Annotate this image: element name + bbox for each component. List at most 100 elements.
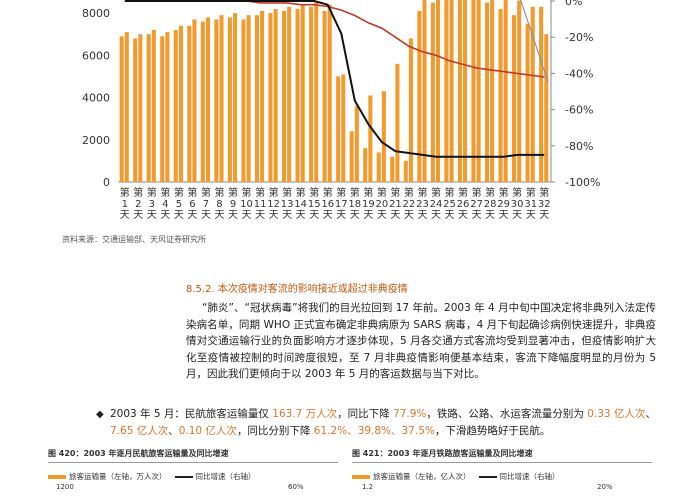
bullet-text: ，下滑趋势略好于民航。 [434, 425, 551, 437]
bar [449, 0, 454, 183]
legend-bar: 旅客运输量（左轴，亿人次） [352, 471, 471, 482]
legend-bar-label: 旅客运输量（左轴，亿人次） [373, 472, 471, 481]
figure-axes: 1.2 20% [352, 483, 652, 503]
figure-title: 图 421：2003 年逐月铁路旅客运输量及同比增速 [352, 448, 652, 463]
bar [227, 17, 232, 183]
x-tick-label: 第 11 天 [254, 186, 267, 221]
bar [422, 0, 427, 182]
bar [390, 156, 395, 182]
bullet-value: 0.33 亿人次 [587, 408, 646, 420]
chart-svg: 0 2000 4000 6000 8000 0% -20% -40% -60% -80% -100%… [82, 0, 600, 221]
bar [295, 8, 300, 183]
bar [214, 19, 219, 183]
bar [173, 30, 178, 182]
bar [287, 6, 292, 183]
bar [187, 25, 192, 183]
body-paragraph: “肺炎”、“冠状病毒”将我们的目光拉回到 17 年前。2003 年 4 月中旬中… [186, 300, 656, 383]
bar [314, 2, 319, 182]
x-tick-label: 第 15 天 [308, 186, 321, 221]
bullet-value: 61.2%、39.8%、37.5% [313, 425, 435, 437]
y-left-tick: 4000 [82, 92, 110, 105]
x-tick-label: 第 14 天 [294, 186, 307, 221]
bar [444, 0, 449, 183]
bullet-value: 0.10 亿人次 [178, 425, 237, 437]
bar [381, 91, 386, 182]
bar [246, 15, 251, 182]
bullet-icon: ◆ [96, 409, 104, 420]
bar [503, 0, 508, 182]
x-tick-label: 第 26 天 [457, 186, 470, 221]
bar [124, 32, 129, 182]
bullet-text: ，同比下降 [337, 408, 394, 420]
legend-bar: 旅客运输量（左轴，万人次） [48, 471, 167, 482]
y-right-tick: -80% [565, 140, 593, 153]
bar [119, 36, 124, 183]
y-left-top-tick: 1200 [56, 483, 74, 491]
figure-axes: 1200 60% [48, 483, 338, 503]
x-tick-label: 第 18 天 [348, 186, 361, 221]
bar [539, 6, 544, 183]
bar [354, 106, 359, 182]
bar [403, 160, 408, 182]
y-left-top-tick: 1.2 [362, 483, 374, 491]
bar [138, 34, 143, 182]
bullet-value: 77.9% [393, 408, 427, 420]
x-tick-label: 第 29 天 [497, 186, 510, 221]
bar [525, 23, 530, 182]
bar [530, 6, 535, 183]
figure-title: 图 420：2003 年逐月民航旅客运输量及同比增速 [48, 448, 338, 463]
bar [268, 13, 273, 182]
bar-swatch-icon [48, 475, 66, 479]
x-tick-label: 第 13 天 [281, 186, 294, 221]
bar [165, 32, 170, 182]
bar [146, 34, 151, 182]
bar [457, 0, 462, 182]
y-right-tick: -100% [565, 176, 600, 189]
x-tick-label: 第 23 天 [416, 186, 429, 221]
bar [349, 131, 354, 182]
bar [300, 4, 305, 182]
figure-legend: 旅客运输量（左轴，万人次） 同比增速（右轴） [48, 471, 338, 482]
bar [368, 95, 373, 182]
bar [498, 8, 503, 183]
legend-line: 同比增速（右轴） [174, 471, 256, 482]
bullet-text: ，铁路、公路、水运客流量分别为 [426, 408, 588, 420]
y-left-tick: 8000 [82, 7, 110, 20]
legend-line-label: 同比增速（右轴） [195, 472, 256, 481]
x-tick-label: 第 28 天 [484, 186, 497, 221]
bar [408, 38, 413, 182]
y-right-tick: 0% [565, 0, 582, 8]
x-tick-label: 第 12 天 [267, 186, 280, 221]
figure-421: 图 421：2003 年逐月铁路旅客运输量及同比增速 旅客运输量（左轴，亿人次）… [352, 448, 652, 500]
bar [517, 0, 522, 183]
bar [273, 8, 278, 183]
bar [336, 76, 341, 182]
bar [178, 25, 183, 183]
bar [363, 148, 368, 182]
bar [435, 0, 441, 183]
bar [200, 21, 205, 182]
legend-bar-label: 旅客运输量（左轴，万人次） [69, 472, 167, 481]
line-swatch-icon [478, 476, 497, 478]
figure-420: 图 420：2003 年逐月民航旅客运输量及同比增速 旅客运输量（左轴，万人次）… [48, 448, 338, 500]
bar [544, 34, 549, 182]
bullet-text: 、 [168, 425, 179, 437]
bar [241, 19, 246, 183]
x-tick-label: 第 25 天 [443, 186, 456, 221]
legend-line: 同比增速（右轴） [478, 471, 560, 482]
x-tick-label: 第 10 天 [240, 186, 253, 221]
x-tick-label: 第 22 天 [403, 186, 416, 221]
bullet-value: 163.7 万人次 [272, 408, 338, 420]
bullet-text: 民航旅客运输量仅 [184, 408, 273, 420]
bullet-text: ，同比分别下降 [236, 425, 314, 437]
bar [160, 36, 165, 183]
y-left-tick: 0 [103, 176, 110, 189]
x-tick-label: 第 20 天 [375, 186, 388, 221]
bar [205, 17, 211, 183]
